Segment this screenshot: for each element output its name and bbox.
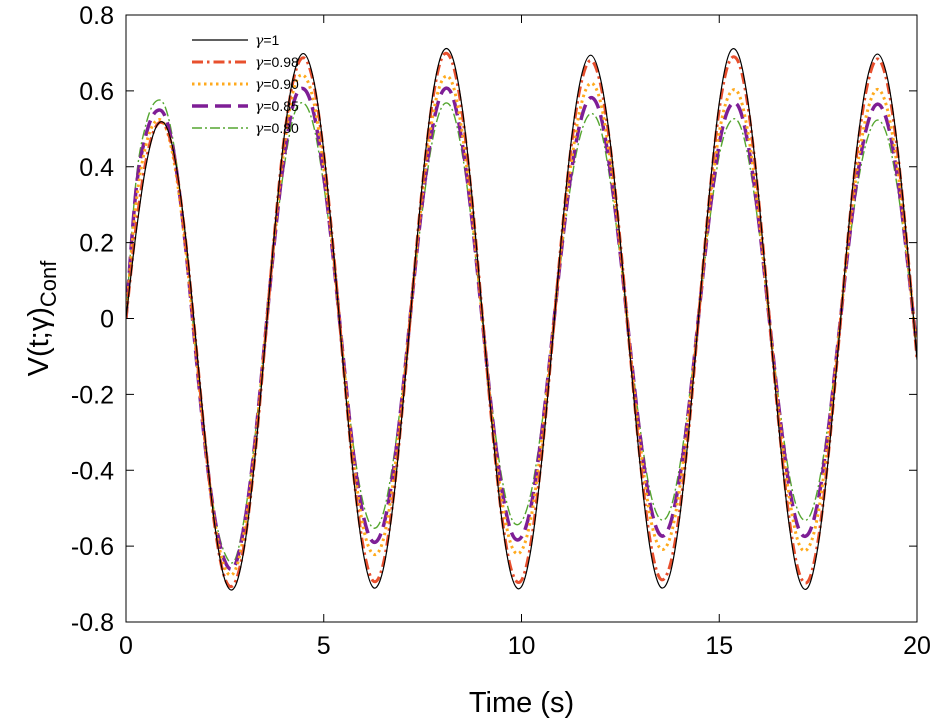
y-tick-label: 0: [100, 306, 114, 334]
y-axis-title-main: V(t;γ): [23, 307, 55, 376]
legend-label-0: γ=1: [255, 32, 280, 49]
legend: γ=1γ=0.98γ=0.90γ=0.85γ=0.80: [192, 32, 299, 137]
ticks-layer: 0 5 10 15 20 -0.8 -0.6 -0.4 -0.2 0 0.2 0.4 0.6 0.8: [71, 2, 931, 660]
x-tick-label: 20: [903, 632, 931, 660]
y-tick-label: 0.6: [79, 78, 114, 106]
legend-label-4: γ=0.80: [255, 120, 299, 137]
legend-gamma-value: =1: [263, 32, 279, 48]
y-tick-label: 0.4: [79, 154, 114, 182]
legend-label-3: γ=0.85: [255, 98, 299, 115]
x-tick-label: 15: [705, 632, 733, 660]
legend-gamma-symbol: γ: [255, 99, 264, 115]
legend-gamma-symbol: γ: [255, 121, 264, 137]
series-layer: [126, 47, 917, 591]
series-line-3: [126, 86, 917, 571]
x-tick-label: 10: [508, 632, 536, 660]
y-tick-label: -0.4: [71, 457, 114, 485]
y-tick-label: -0.8: [71, 609, 114, 637]
legend-gamma-value: =0.85: [263, 98, 299, 114]
legend-gamma-symbol: γ: [255, 77, 264, 93]
legend-gamma-symbol: γ: [255, 33, 264, 49]
x-tick-label: 0: [119, 632, 133, 660]
legend-label-2: γ=0.90: [255, 76, 299, 93]
y-axis-title-subscript: Conf: [36, 260, 61, 307]
series-line-0: [126, 47, 917, 591]
legend-label-1: γ=0.98: [255, 54, 299, 71]
legend-gamma-value: =0.98: [263, 54, 299, 70]
legend-gamma-value: =0.80: [263, 120, 299, 136]
series-line-1: [126, 51, 917, 589]
legend-gamma-symbol: γ: [255, 55, 264, 71]
legend-gamma-value: =0.90: [263, 76, 299, 92]
y-tick-label: -0.6: [71, 533, 114, 561]
y-axis-title: V(t;γ)Conf: [23, 260, 61, 377]
y-tick-label: 0.2: [79, 230, 114, 258]
y-tick-label: 0.8: [79, 2, 114, 30]
x-axis-title: Time (s): [469, 687, 574, 719]
y-tick-label: -0.2: [71, 381, 114, 409]
x-tick-label: 5: [317, 632, 331, 660]
